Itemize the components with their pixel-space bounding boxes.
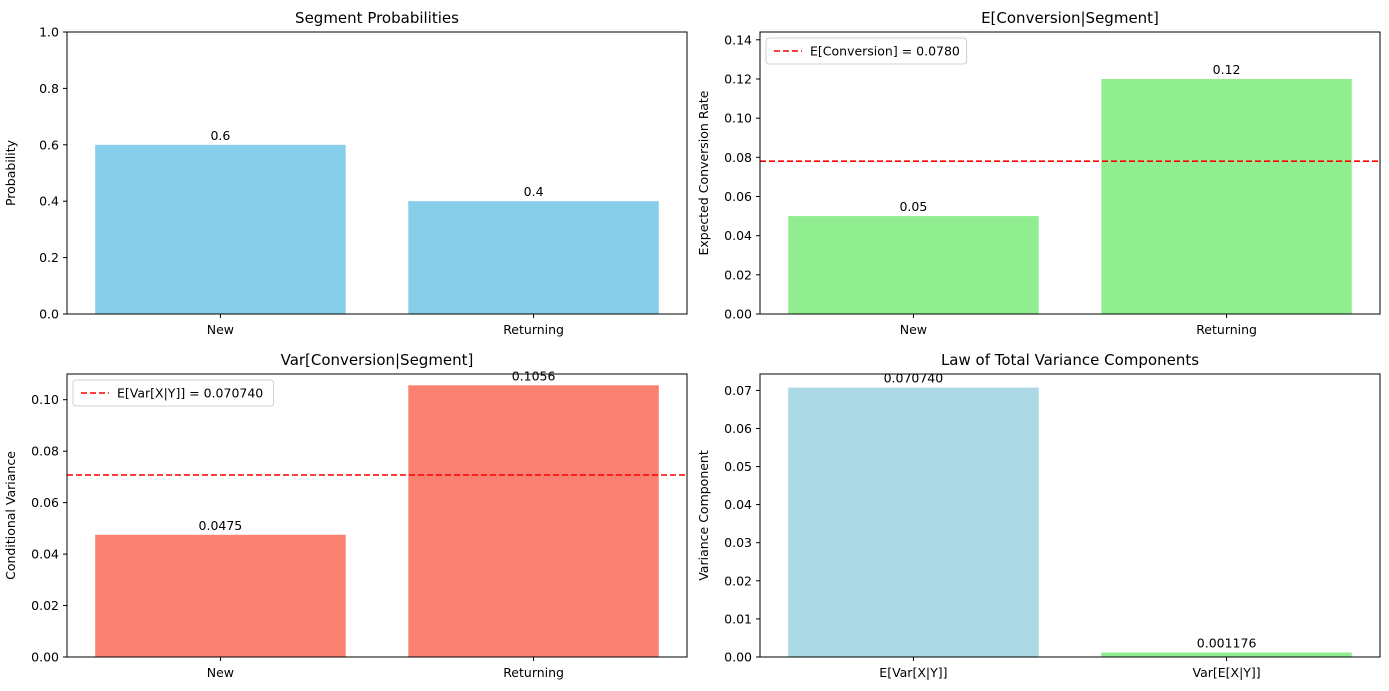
y-tick-label: 0.03 [724, 535, 752, 550]
y-tick-label: 0.14 [724, 32, 752, 47]
bar-value-label: 0.6 [210, 128, 230, 143]
chart-title: E[Conversion|Segment] [981, 9, 1159, 27]
y-tick-label: 0.06 [31, 495, 59, 510]
y-tick-label: 1.0 [39, 25, 59, 40]
x-tick-label: New [207, 322, 234, 337]
bar-3-1 [1101, 652, 1352, 657]
legend-label: E[Conversion] = 0.0780 [810, 44, 960, 59]
chart-title: Segment Probabilities [295, 9, 459, 27]
bar-3-0 [788, 387, 1039, 657]
bar-2-1 [408, 385, 659, 657]
x-tick-label: New [900, 322, 927, 337]
bar-value-label: 0.070740 [884, 371, 944, 386]
legend-label: E[Var[X|Y]] = 0.070740 [117, 386, 263, 401]
y-tick-label: 0.02 [31, 598, 59, 613]
y-axis-label: Expected Conversion Rate [696, 90, 711, 255]
y-tick-label: 0.10 [31, 392, 59, 407]
x-tick-label: New [207, 665, 234, 680]
bar-2-0 [95, 534, 346, 657]
bar-value-label: 0.001176 [1197, 636, 1257, 651]
y-tick-label: 0.00 [31, 650, 59, 665]
y-tick-label: 0.0 [39, 307, 59, 322]
y-tick-label: 0.06 [724, 189, 752, 204]
x-tick-label: Returning [1196, 322, 1257, 337]
y-tick-label: 0.2 [39, 250, 59, 265]
y-axis-label: Probability [3, 139, 18, 206]
bar-value-label: 0.12 [1213, 62, 1241, 77]
plot-area-frame [759, 373, 1381, 658]
y-tick-label: 0.01 [724, 611, 752, 626]
bar-1-1 [1101, 79, 1352, 314]
plot-area-frame [759, 31, 1381, 315]
plot-area-frame [66, 31, 688, 315]
y-axis-label: Conditional Variance [3, 451, 18, 580]
bar-value-label: 0.0475 [199, 518, 243, 533]
y-tick-label: 0.07 [724, 383, 752, 398]
y-tick-label: 0.02 [724, 573, 752, 588]
y-tick-label: 0.6 [39, 137, 59, 152]
bar-value-label: 0.1056 [512, 368, 556, 383]
y-tick-label: 0.00 [724, 650, 752, 665]
y-tick-label: 0.10 [724, 111, 752, 126]
y-axis-label: Variance Component [696, 450, 711, 581]
x-tick-label: E[Var[X|Y]] [879, 665, 947, 680]
y-tick-label: 0.04 [724, 228, 752, 243]
y-tick-label: 0.12 [724, 72, 752, 87]
x-tick-label: Returning [503, 322, 564, 337]
chart-title: Law of Total Variance Components [941, 351, 1199, 369]
legend-box [72, 379, 275, 407]
bar-1-0 [788, 216, 1039, 314]
y-tick-label: 0.8 [39, 81, 59, 96]
y-tick-label: 0.08 [31, 444, 59, 459]
y-tick-label: 0.02 [724, 267, 752, 282]
y-tick-label: 0.04 [31, 547, 59, 562]
bar-0-0 [95, 144, 346, 314]
bar-value-label: 0.4 [524, 184, 544, 199]
y-tick-label: 0.00 [724, 307, 752, 322]
y-tick-label: 0.08 [724, 150, 752, 165]
y-tick-label: 0.06 [724, 421, 752, 436]
legend-box [765, 37, 968, 65]
y-tick-label: 0.05 [724, 459, 752, 474]
bar-0-1 [408, 201, 659, 314]
y-tick-label: 0.4 [39, 194, 59, 209]
x-tick-label: Var[E[X|Y]] [1192, 665, 1260, 680]
plot-area-frame [66, 373, 688, 658]
bar-value-label: 0.05 [899, 199, 927, 214]
chart-title: Var[Conversion|Segment] [281, 351, 474, 369]
y-tick-label: 0.04 [724, 497, 752, 512]
x-tick-label: Returning [503, 665, 564, 680]
